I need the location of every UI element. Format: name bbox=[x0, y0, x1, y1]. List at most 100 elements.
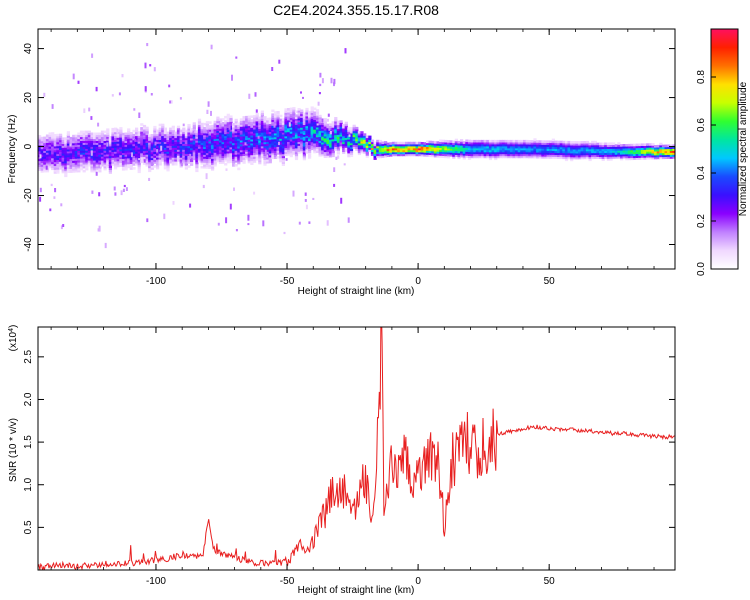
heatmap-cell bbox=[627, 145, 631, 149]
heatmap-cell bbox=[294, 151, 299, 155]
heatmap-cell bbox=[106, 128, 110, 131]
heatmap-cell bbox=[234, 146, 238, 149]
heatmap-cell bbox=[211, 150, 215, 153]
heatmap-cell bbox=[507, 149, 511, 153]
heatmap-cell bbox=[502, 149, 506, 153]
heatmap-cell bbox=[661, 152, 666, 156]
heatmap-cell bbox=[601, 152, 605, 155]
heatmap-cell bbox=[460, 145, 464, 148]
heatmap-cell bbox=[292, 122, 296, 126]
heatmap-cell bbox=[255, 124, 259, 128]
heatmap-cell bbox=[292, 136, 296, 140]
heatmap-cell bbox=[578, 156, 582, 160]
heatmap-cell bbox=[205, 140, 209, 144]
heatmap-speck bbox=[298, 221, 301, 225]
heatmap-cell bbox=[95, 144, 99, 147]
heatmap-cell bbox=[74, 142, 78, 146]
heatmap-cell bbox=[420, 144, 424, 147]
heatmap-cell bbox=[302, 130, 306, 133]
heatmap-cell bbox=[294, 147, 299, 151]
heatmap-cell bbox=[61, 168, 65, 172]
heatmap-cell bbox=[528, 145, 532, 149]
heatmap-cell bbox=[323, 153, 327, 156]
heatmap-cell bbox=[352, 134, 356, 138]
heatmap-cell bbox=[578, 145, 582, 148]
heatmap-cell bbox=[137, 143, 141, 146]
heatmap-cell bbox=[66, 168, 70, 172]
heatmap-cell bbox=[260, 122, 264, 125]
heatmap-cell bbox=[56, 163, 60, 166]
x-tick-label: 50 bbox=[544, 576, 556, 587]
heatmap-cell bbox=[132, 163, 136, 166]
heatmap-cell bbox=[203, 166, 207, 169]
heatmap-cell bbox=[95, 140, 99, 143]
heatmap-cell bbox=[174, 133, 178, 137]
heatmap-cell bbox=[242, 149, 246, 152]
heatmap-cell bbox=[61, 159, 65, 162]
heatmap-cell bbox=[289, 144, 293, 148]
heatmap-cell bbox=[260, 130, 264, 133]
heatmap-cell bbox=[124, 144, 128, 147]
heatmap-cell bbox=[308, 117, 312, 120]
heatmap-cell bbox=[182, 133, 186, 137]
heatmap-cell bbox=[95, 134, 99, 138]
heatmap-cell bbox=[310, 127, 314, 131]
heatmap-cell bbox=[103, 165, 107, 169]
heatmap-cell bbox=[197, 132, 202, 135]
heatmap-cell bbox=[224, 147, 228, 150]
heatmap-cell bbox=[273, 130, 278, 134]
heatmap-cell bbox=[389, 142, 393, 145]
heatmap-cell bbox=[323, 155, 327, 158]
heatmap-cell bbox=[208, 127, 212, 130]
heatmap-cell bbox=[549, 146, 553, 149]
heatmap-cell bbox=[203, 164, 207, 167]
heatmap-cell bbox=[336, 148, 340, 151]
heatmap-cell bbox=[294, 149, 299, 153]
heatmap-cell bbox=[218, 149, 223, 153]
x-tick-label: -100 bbox=[146, 576, 166, 587]
heatmap-cell bbox=[549, 152, 553, 155]
heatmap-cell bbox=[342, 137, 346, 141]
heatmap-cell bbox=[355, 146, 359, 149]
heatmap-cell bbox=[213, 132, 217, 136]
heatmap-cell bbox=[640, 143, 645, 146]
y-tick-label: -40 bbox=[23, 237, 34, 252]
heatmap-cell bbox=[313, 129, 317, 132]
heatmap-cell bbox=[444, 151, 448, 155]
heatmap-cell bbox=[45, 146, 50, 149]
heatmap-cell bbox=[512, 153, 516, 157]
heatmap-speck bbox=[95, 86, 98, 92]
heatmap-speck bbox=[180, 163, 183, 167]
heatmap-cell bbox=[308, 148, 312, 151]
heatmap-cell bbox=[326, 133, 330, 137]
heatmap-cell bbox=[305, 133, 309, 136]
heatmap-cell bbox=[140, 123, 144, 126]
heatmap-cell bbox=[234, 142, 238, 145]
heatmap-cell bbox=[184, 139, 188, 143]
heatmap-cell bbox=[452, 152, 456, 155]
heatmap-cell bbox=[446, 140, 451, 143]
heatmap-speck bbox=[233, 187, 235, 191]
heatmap-cell bbox=[161, 149, 165, 152]
heatmap-cell bbox=[87, 138, 91, 141]
heatmap-cell bbox=[153, 161, 157, 164]
heatmap-cell bbox=[585, 156, 590, 160]
heatmap-cell bbox=[66, 141, 70, 144]
heatmap-cell bbox=[195, 146, 199, 149]
heatmap-cell bbox=[415, 145, 419, 149]
heatmap-cell bbox=[43, 152, 47, 155]
heatmap-cell bbox=[473, 139, 477, 143]
heatmap-cell bbox=[281, 128, 285, 131]
heatmap-cell bbox=[310, 133, 314, 137]
heatmap-cell bbox=[551, 156, 555, 159]
heatmap-cell bbox=[182, 157, 186, 160]
heatmap-cell bbox=[184, 135, 188, 139]
heatmap-cell bbox=[344, 129, 348, 133]
heatmap-cell bbox=[163, 147, 167, 150]
heatmap-cell bbox=[234, 154, 238, 157]
heatmap-cell bbox=[449, 140, 453, 143]
heatmap-cell bbox=[617, 144, 621, 147]
colorbar-frame bbox=[710, 28, 739, 270]
heatmap-cell bbox=[216, 126, 220, 129]
heatmap-cell bbox=[483, 139, 487, 143]
